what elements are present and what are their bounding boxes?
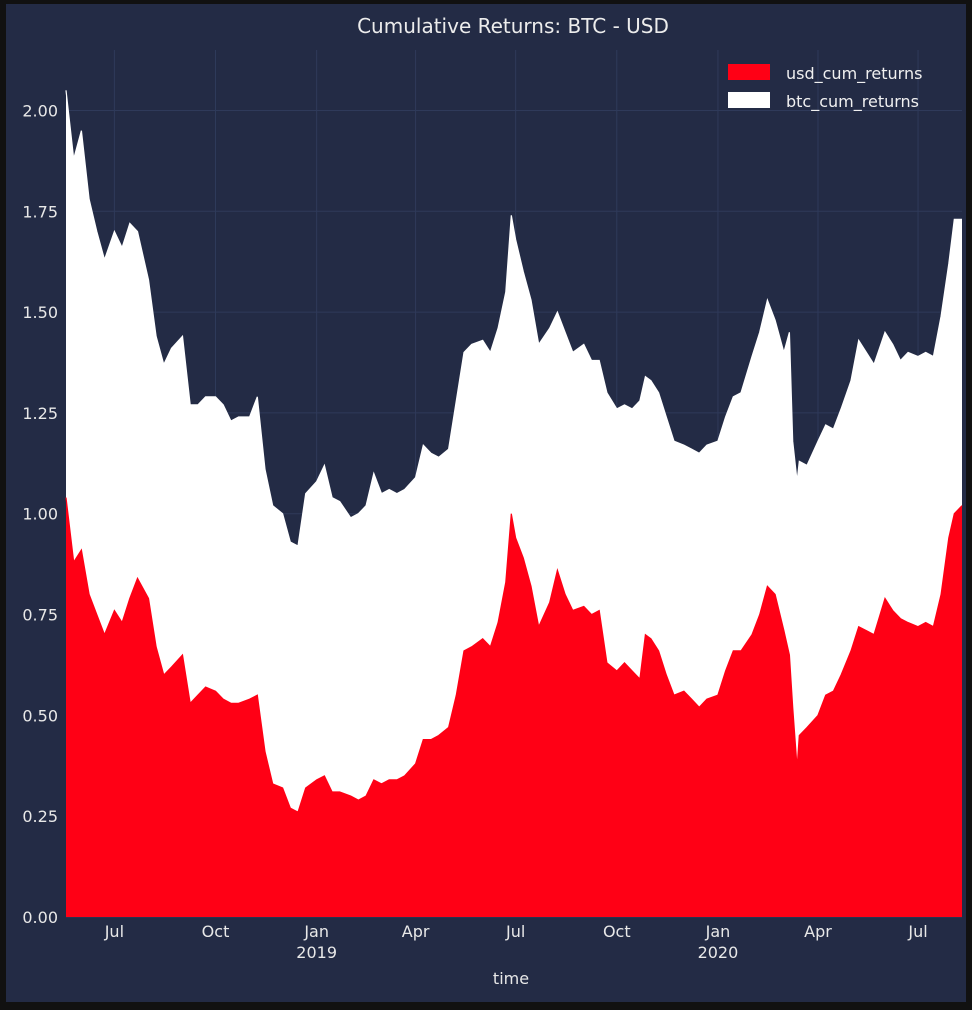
y-tick-label: 0.25 (22, 807, 58, 826)
legend-swatch-btc (728, 92, 770, 108)
x-tick-year-label: 2019 (296, 943, 337, 962)
y-tick-label: 2.00 (22, 101, 58, 120)
legend-swatch-usd (728, 64, 770, 80)
y-tick-label: 0.50 (22, 706, 58, 725)
x-tick-label: Apr (402, 922, 430, 941)
legend: usd_cum_returns btc_cum_returns (728, 64, 922, 112)
line-btc_cum_returns (65, 90, 962, 547)
chart-title: Cumulative Returns: BTC - USD (357, 14, 669, 38)
x-tick-label: Jul (104, 922, 124, 941)
chart-figure: Cumulative Returns: BTC - USD 0.00 0.25 0.… (6, 4, 966, 1002)
y-tick-label: 0.75 (22, 606, 58, 625)
y-tick-label: 1.75 (22, 202, 58, 221)
y-tick-label: 1.00 (22, 505, 58, 524)
line-usd_cum_returns (65, 497, 963, 814)
x-axis-label: time (493, 969, 529, 988)
x-tick-year-label: 2020 (698, 943, 739, 962)
y-tick-label: 1.25 (22, 404, 58, 423)
y-tick-label: 0.00 (22, 908, 58, 927)
x-tick-label: Oct (603, 922, 631, 941)
x-tick-label: Oct (202, 922, 230, 941)
chart-svg: Cumulative Returns: BTC - USD 0.000.250.… (22, 14, 963, 988)
x-tick-label: Apr (804, 922, 832, 941)
x-tick-label: Jan (303, 922, 329, 941)
area-usd_cum_returns (66, 497, 962, 917)
legend-label-btc: btc_cum_returns (786, 92, 919, 112)
x-tick-label: Jul (907, 922, 927, 941)
x-tick-label: Jan (705, 922, 731, 941)
y-tick-label: 1.50 (22, 303, 58, 322)
legend-label-usd: usd_cum_returns (786, 64, 922, 84)
x-tick-label: Jul (505, 922, 525, 941)
plot-area: 0.00 0.25 0.50 0.75 1.00 1.25 1.50 1.75 2.00 Jul O… (22, 50, 963, 962)
